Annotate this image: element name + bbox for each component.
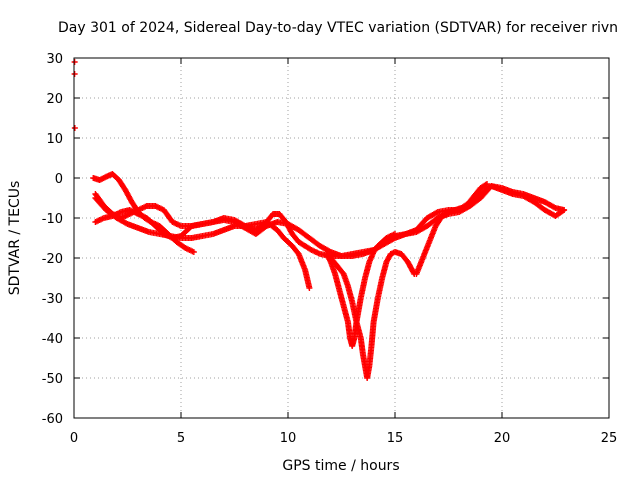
- series-track-d: [92, 195, 313, 291]
- data-point: [392, 231, 398, 237]
- series-climb: [413, 181, 491, 277]
- y-tick-label: -50: [42, 372, 63, 387]
- data-point: [561, 207, 568, 213]
- data-point: [71, 59, 78, 65]
- y-tick-label: 0: [55, 172, 63, 187]
- series-early-outliers: [71, 59, 78, 131]
- y-tick-label: -10: [42, 212, 63, 227]
- data-point: [71, 125, 78, 131]
- y-axis-label: SDTVAR / TECUs: [7, 181, 23, 296]
- y-tick-label: -20: [42, 252, 63, 267]
- data-point: [484, 181, 491, 187]
- y-tick-label: 30: [46, 52, 63, 67]
- data-point: [559, 207, 566, 214]
- x-tick-label: 0: [70, 431, 78, 446]
- x-tick-label: 20: [494, 431, 511, 446]
- x-axis-label: GPS time / hours: [282, 458, 399, 474]
- data-point: [482, 181, 489, 188]
- y-tick-label: -60: [42, 412, 63, 427]
- plot-frame: [73, 57, 610, 419]
- x-tick-label: 10: [280, 431, 297, 446]
- data-point: [71, 71, 78, 77]
- x-tick-label: 5: [177, 431, 185, 446]
- series-dip-b: [323, 231, 398, 349]
- data-point: [190, 249, 197, 255]
- y-tick-label: -40: [42, 332, 63, 347]
- y-tick-label: 10: [46, 132, 63, 147]
- x-tick-label: 25: [601, 431, 618, 446]
- data-point: [306, 285, 313, 291]
- y-tick-label: -30: [42, 292, 63, 307]
- x-tick-label: 15: [387, 431, 404, 446]
- chart-title: Day 301 of 2024, Sidereal Day-to-day VTE…: [58, 20, 618, 36]
- series-track-c: [92, 183, 568, 259]
- y-tick-label: 20: [46, 92, 63, 107]
- data-marks: [71, 59, 568, 381]
- axis-ticks: 0 5 10 15 20 25 -60 -50 -40 -30 -20 -10 0 10 20 30: [42, 52, 618, 446]
